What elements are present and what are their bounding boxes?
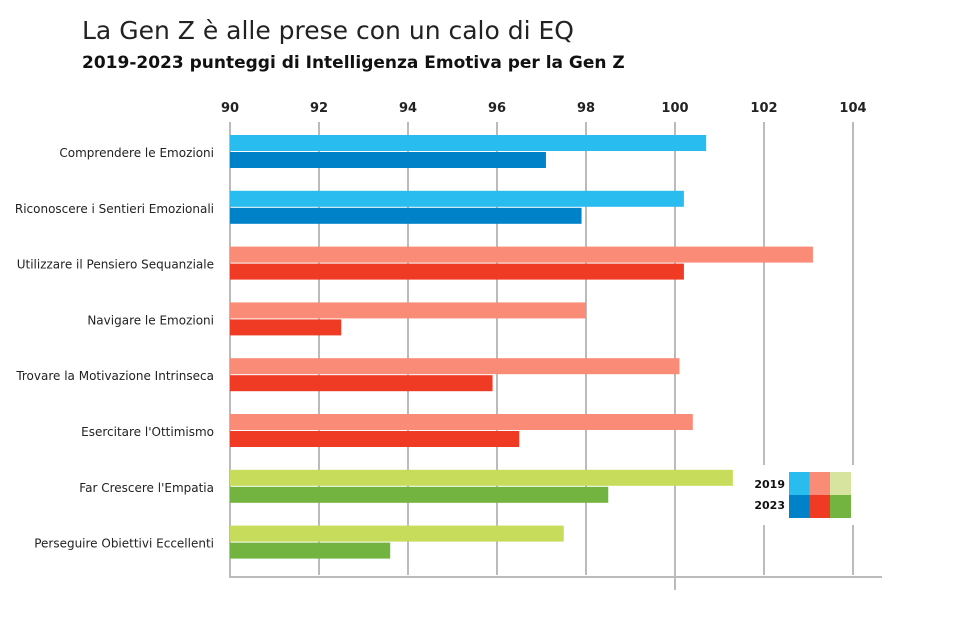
category-label: Esercitare l'Ottimismo [81, 425, 214, 439]
legend-swatch [789, 472, 810, 495]
category-label: Far Crescere l'Empatia [79, 481, 214, 495]
tick-label: 100 [661, 101, 688, 116]
bar-2023 [230, 207, 582, 224]
tick-label: 92 [310, 101, 328, 116]
tick-label: 98 [577, 101, 595, 116]
tick-label: 96 [488, 101, 506, 116]
category-label: Utilizzare il Pensiero Sequanziale [17, 258, 214, 272]
category-label: Trovare la Motivazione Intrinseca [15, 369, 214, 383]
legend-swatch [789, 495, 810, 518]
bar-2019 [230, 414, 693, 430]
legend-swatch [809, 495, 831, 518]
bar-2019 [230, 525, 564, 542]
legend-swatch [830, 495, 851, 518]
tick-label: 102 [750, 101, 777, 116]
tick-label: 94 [399, 101, 417, 116]
chart-title: La Gen Z è alle prese con un calo di EQ [82, 16, 574, 45]
legend-label: 2019 [754, 478, 785, 491]
category-label: Comprendere le Emozioni [59, 146, 214, 160]
tick-label: 90 [221, 101, 239, 116]
bar-2019 [230, 358, 680, 375]
bar-2019 [230, 469, 733, 486]
category-label: Riconoscere i Sentieri Emozionali [15, 202, 214, 216]
legend-label: 2023 [754, 499, 785, 512]
bar-2019 [230, 302, 586, 319]
bar-2023 [230, 542, 391, 559]
category-label: Navigare le Emozioni [87, 313, 214, 327]
bar-2023 [230, 375, 493, 392]
bar-2023 [230, 319, 342, 336]
legend-swatch [809, 472, 831, 495]
legend-swatch [830, 472, 851, 495]
bar-2023 [230, 486, 609, 503]
bar-2019 [230, 190, 684, 207]
tick-label: 104 [839, 101, 866, 116]
chart-subtitle: 2019-2023 punteggi di Intelligenza Emoti… [82, 53, 625, 73]
category-label: Perseguire Obiettivi Eccellenti [34, 537, 214, 551]
bar-2019 [230, 246, 813, 263]
bar-2023 [230, 431, 520, 447]
bar-2023 [230, 152, 546, 168]
bar-2019 [230, 135, 707, 151]
bar-2023 [230, 263, 684, 280]
